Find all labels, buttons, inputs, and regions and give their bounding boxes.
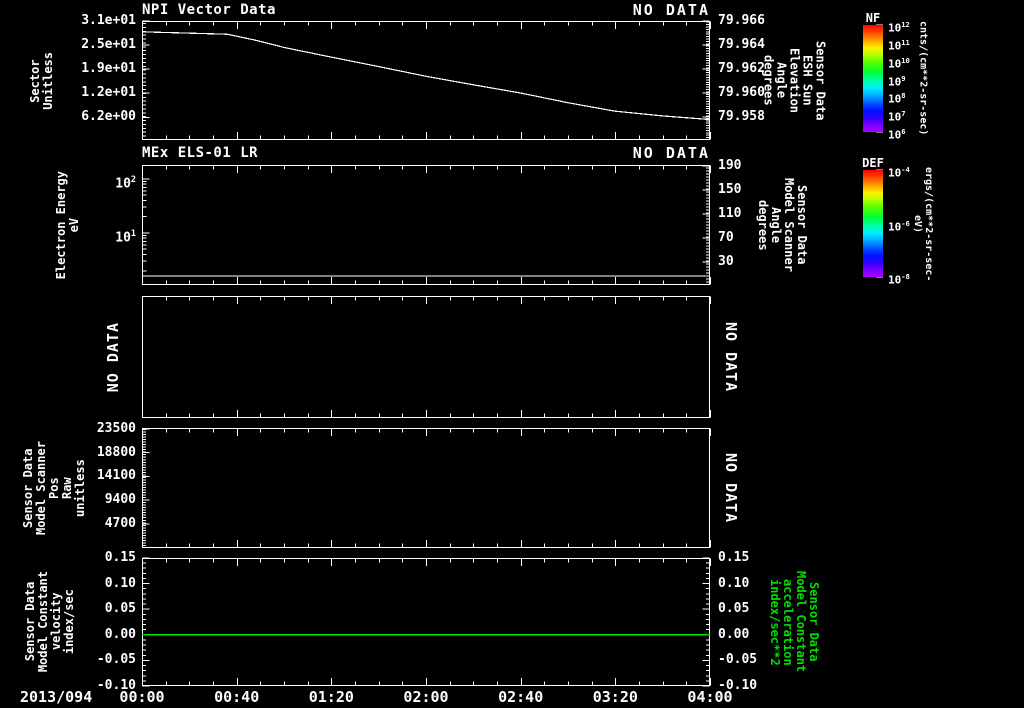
y-tick-label: -0.05 — [718, 652, 758, 668]
colorbar-tick-label: 1010 — [888, 55, 910, 71]
y-tick-label: 0.00 — [104, 626, 136, 642]
y-tick-label: 1.9e+01 — [81, 61, 136, 77]
x-tick-label: 00:00 — [119, 688, 165, 706]
colorbar-def-unit-label: ergs/(cm**2-sr-sec-eV) — [912, 166, 934, 282]
colorbar-tick-label: 106 — [888, 127, 906, 142]
panel2-right-axis-title-wrap: Sensor Data Model Scanner Angle degrees — [752, 165, 812, 285]
panel2-right-axis-title: Sensor Data Model Scanner Angle degrees — [756, 178, 809, 272]
x-tick-label: 02:00 — [403, 688, 449, 706]
y-tick-label: 101 — [115, 227, 136, 246]
colorbar-tick-label: 10-4 — [888, 165, 910, 180]
y-tick-label: -0.10 — [718, 678, 758, 693]
colorbar-nf — [863, 25, 883, 132]
panel4-right-no-data-label: NO DATA — [722, 452, 740, 524]
y-tick-label: 6.2e+00 — [81, 109, 136, 125]
y-tick-label: -0.10 — [96, 678, 136, 693]
y-tick-label: 70 — [718, 229, 734, 245]
colorbar-def-title: DEF — [862, 156, 884, 170]
y-tick-label: 79.960 — [718, 85, 765, 101]
panel4-right-no-data-wrap: NO DATA — [716, 428, 746, 548]
colorbar-tick-label: 108 — [888, 91, 906, 106]
colorbar-tick-label: 1011 — [888, 37, 910, 53]
panel5-right-axis-title-wrap: Sensor Data Model Constant acceleration … — [764, 558, 824, 686]
y-tick-label: 3.1e+01 — [81, 13, 136, 28]
y-tick-label: 0.00 — [718, 626, 750, 642]
y-tick-label: 110 — [718, 205, 742, 221]
y-tick-label: 2.5e+01 — [81, 37, 136, 53]
y-tick-label: 0.05 — [718, 601, 750, 617]
colorbar-tick-label: 107 — [888, 109, 906, 124]
x-tick-label: 00:40 — [214, 688, 260, 706]
y-tick-label: 14100 — [96, 468, 136, 484]
panel1-title: NPI Vector Data — [142, 2, 276, 18]
y-tick-label: 23500 — [96, 421, 136, 436]
colorbar-tick-label: 10-8 — [888, 272, 910, 287]
colorbar-tick-label: 10-6 — [888, 218, 910, 234]
x-tick-label: 01:20 — [308, 688, 354, 706]
x-axis-date-label: 2013/094 — [20, 688, 93, 706]
y-tick-label: 102 — [115, 173, 136, 192]
y-tick-label: 0.05 — [104, 601, 136, 617]
colorbar-tick-label: 1012 — [888, 20, 910, 35]
panel1-no-data-label: NO DATA — [632, 1, 710, 19]
colorbar-def-unit-wrap: ergs/(cm**2-sr-sec-eV) — [912, 158, 934, 290]
panel3-right-no-data-label: NO DATA — [722, 321, 740, 393]
y-tick-label: -0.05 — [96, 652, 136, 668]
colorbar-nf-unit-label: cnts/(cm**2-sr-sec) — [917, 20, 929, 136]
y-tick-label: 190 — [718, 157, 742, 173]
panel3-left-no-data-wrap: NO DATA — [98, 296, 128, 418]
panel3-right-no-data-wrap: NO DATA — [716, 296, 746, 418]
panel1-right-axis-title: Sensor Data ESH Sun Elevation Angle degr… — [761, 40, 828, 121]
y-tick-label: 9400 — [104, 492, 136, 508]
panel3-left-no-data-label: NO DATA — [104, 321, 122, 393]
y-tick-label: 0.10 — [718, 575, 750, 591]
y-tick-label: 150 — [718, 181, 742, 197]
y-tick-label: 0.10 — [104, 575, 136, 591]
x-tick-label: 04:00 — [687, 688, 733, 706]
colorbar-def — [863, 170, 883, 277]
y-tick-label: 30 — [718, 254, 734, 269]
y-tick-label: 0.15 — [718, 550, 750, 565]
y-tick-label: 79.958 — [718, 109, 765, 125]
panel2-no-data-label: NO DATA — [632, 144, 710, 162]
y-tick-label: 0.15 — [104, 550, 136, 565]
x-tick-label: 03:20 — [592, 688, 638, 706]
y-tick-label: 18800 — [96, 444, 136, 460]
y-tick-label: 79.964 — [718, 37, 765, 53]
x-tick-label: 02:40 — [498, 688, 544, 706]
y-tick-label: 79.962 — [718, 61, 765, 77]
panel2-title: MEx ELS-01 LR — [142, 145, 259, 161]
y-tick-label: 1.2e+01 — [81, 85, 136, 101]
colorbar-nf-title: NF — [865, 11, 881, 25]
panel1-right-axis-title-wrap: Sensor Data ESH Sun Elevation Angle degr… — [762, 21, 828, 140]
colorbar-tick-label: 109 — [888, 73, 906, 89]
y-tick-label: 4700 — [104, 515, 136, 531]
colorbar-nf-unit-wrap: cnts/(cm**2-sr-sec) — [912, 18, 934, 138]
y-tick-label: 79.966 — [718, 13, 765, 28]
panel5-right-axis-title: Sensor Data Model Constant acceleration … — [768, 571, 821, 673]
